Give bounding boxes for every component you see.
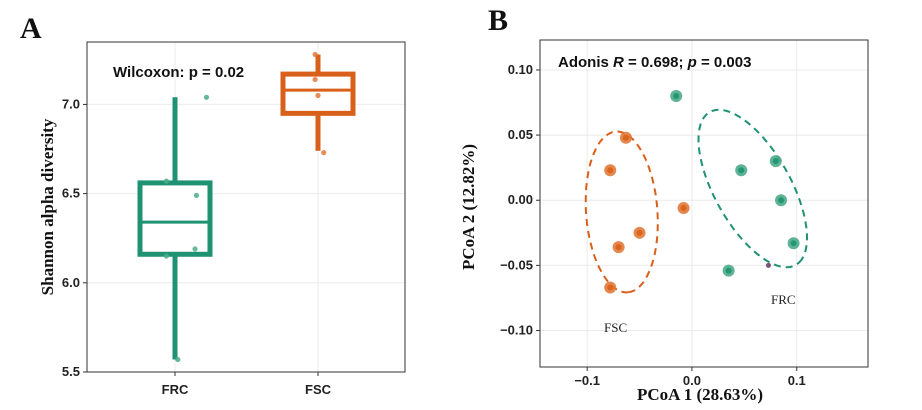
panel-a-ytick-label: 5.5 [62, 364, 80, 379]
pcoa-point-core [772, 158, 779, 165]
data-point-fsc [312, 76, 318, 83]
pcoa-point-core [738, 167, 745, 174]
panel-a-ylabel: Shannon alpha diversity [38, 118, 57, 295]
pcoa-point-core [622, 134, 629, 141]
wilcoxon-annotation: Wilcoxon: p = 0.02 [113, 64, 244, 81]
pcoa-point-core [778, 197, 785, 204]
panel-a-boxplot: 5.5 6.0 6.5 7.0 FRC FSC Wilcoxon: p = 0.02 Sh… [38, 41, 406, 397]
panel-b-ytick-label: −0.10 [500, 323, 533, 338]
data-point-fsc [315, 92, 321, 99]
pcoa-point-core [615, 244, 622, 251]
pcoa-point-core [680, 205, 687, 212]
panel-b-letter: B [488, 4, 508, 37]
iqr-box [280, 71, 356, 116]
data-point-fsc [312, 51, 318, 58]
data-point-frc [193, 192, 200, 199]
pcoa-point-frc [722, 264, 735, 277]
pcoa-point-core [607, 167, 614, 174]
panel-b-pcoa: −0.1 0.0 0.1 0.10 0.05 0.00 −0.05 −0.10 Adonis … [459, 39, 869, 404]
panel-a-ytick-label: 7.0 [62, 96, 80, 111]
pcoa-point-fsc [604, 164, 617, 177]
data-point-frc [163, 178, 170, 184]
panel-b-ytick-label: 0.00 [508, 192, 533, 207]
pcoa-point-fsc [604, 281, 617, 294]
box-frc [137, 97, 213, 360]
panel-a-letter: A [20, 12, 42, 45]
pcoa-point-frc [787, 237, 800, 250]
data-point-fsc [321, 149, 327, 156]
pcoa-point-core [607, 284, 614, 291]
pcoa-point-fsc [633, 226, 646, 239]
pcoa-point-frc [775, 194, 788, 207]
pcoa-point-frc [735, 164, 748, 177]
pcoa-point-fsc [612, 241, 625, 254]
panel-a-frame [86, 41, 406, 373]
pcoa-point-core [636, 229, 643, 236]
panel-b-ytick-label: 0.05 [508, 127, 533, 142]
panel-b-xtick-label: −0.1 [574, 373, 600, 388]
iqr-box [137, 180, 213, 257]
frc-group-label: FRC [771, 292, 796, 307]
data-point-frc [175, 356, 181, 363]
fsc-group-label: FSC [604, 320, 627, 335]
panel-b-ylabel: PCoA 2 (12.82%) [459, 144, 478, 270]
panel-a-ytick-label: 6.0 [62, 275, 80, 290]
box-fsc [280, 54, 356, 151]
panel-b-frame [539, 39, 869, 368]
confidence-ellipse-frc [697, 108, 809, 269]
pcoa-point-core [725, 267, 732, 274]
adonis-annotation: Adonis R = 0.698; p = 0.003 [558, 54, 751, 71]
panel-b-xtick-label: 0.1 [788, 373, 806, 388]
confidence-ellipse-fsc [584, 130, 659, 294]
panel-a-xtick-label: FSC [305, 382, 332, 397]
pcoa-point-frc [670, 90, 683, 103]
pcoa-point-small [765, 262, 771, 268]
panel-b-xlabel: PCoA 1 (28.63%) [637, 385, 763, 404]
panel-a-xtick-label: FRC [162, 382, 189, 397]
panel-b-xtick-label: 0.0 [683, 373, 701, 388]
pcoa-point-fsc [619, 131, 632, 144]
pcoa-point-frc [769, 155, 782, 168]
pcoa-point-fsc [677, 202, 690, 215]
pcoa-point-core [673, 93, 680, 100]
pcoa-point-core [790, 240, 797, 247]
panel-a-ytick-label: 6.5 [62, 186, 80, 201]
data-point-frc [203, 94, 210, 100]
panel-b-ytick-label: −0.05 [500, 257, 533, 272]
panel-b-ytick-label: 0.10 [508, 62, 533, 77]
data-point-frc [163, 253, 170, 259]
data-point-frc [192, 246, 198, 252]
